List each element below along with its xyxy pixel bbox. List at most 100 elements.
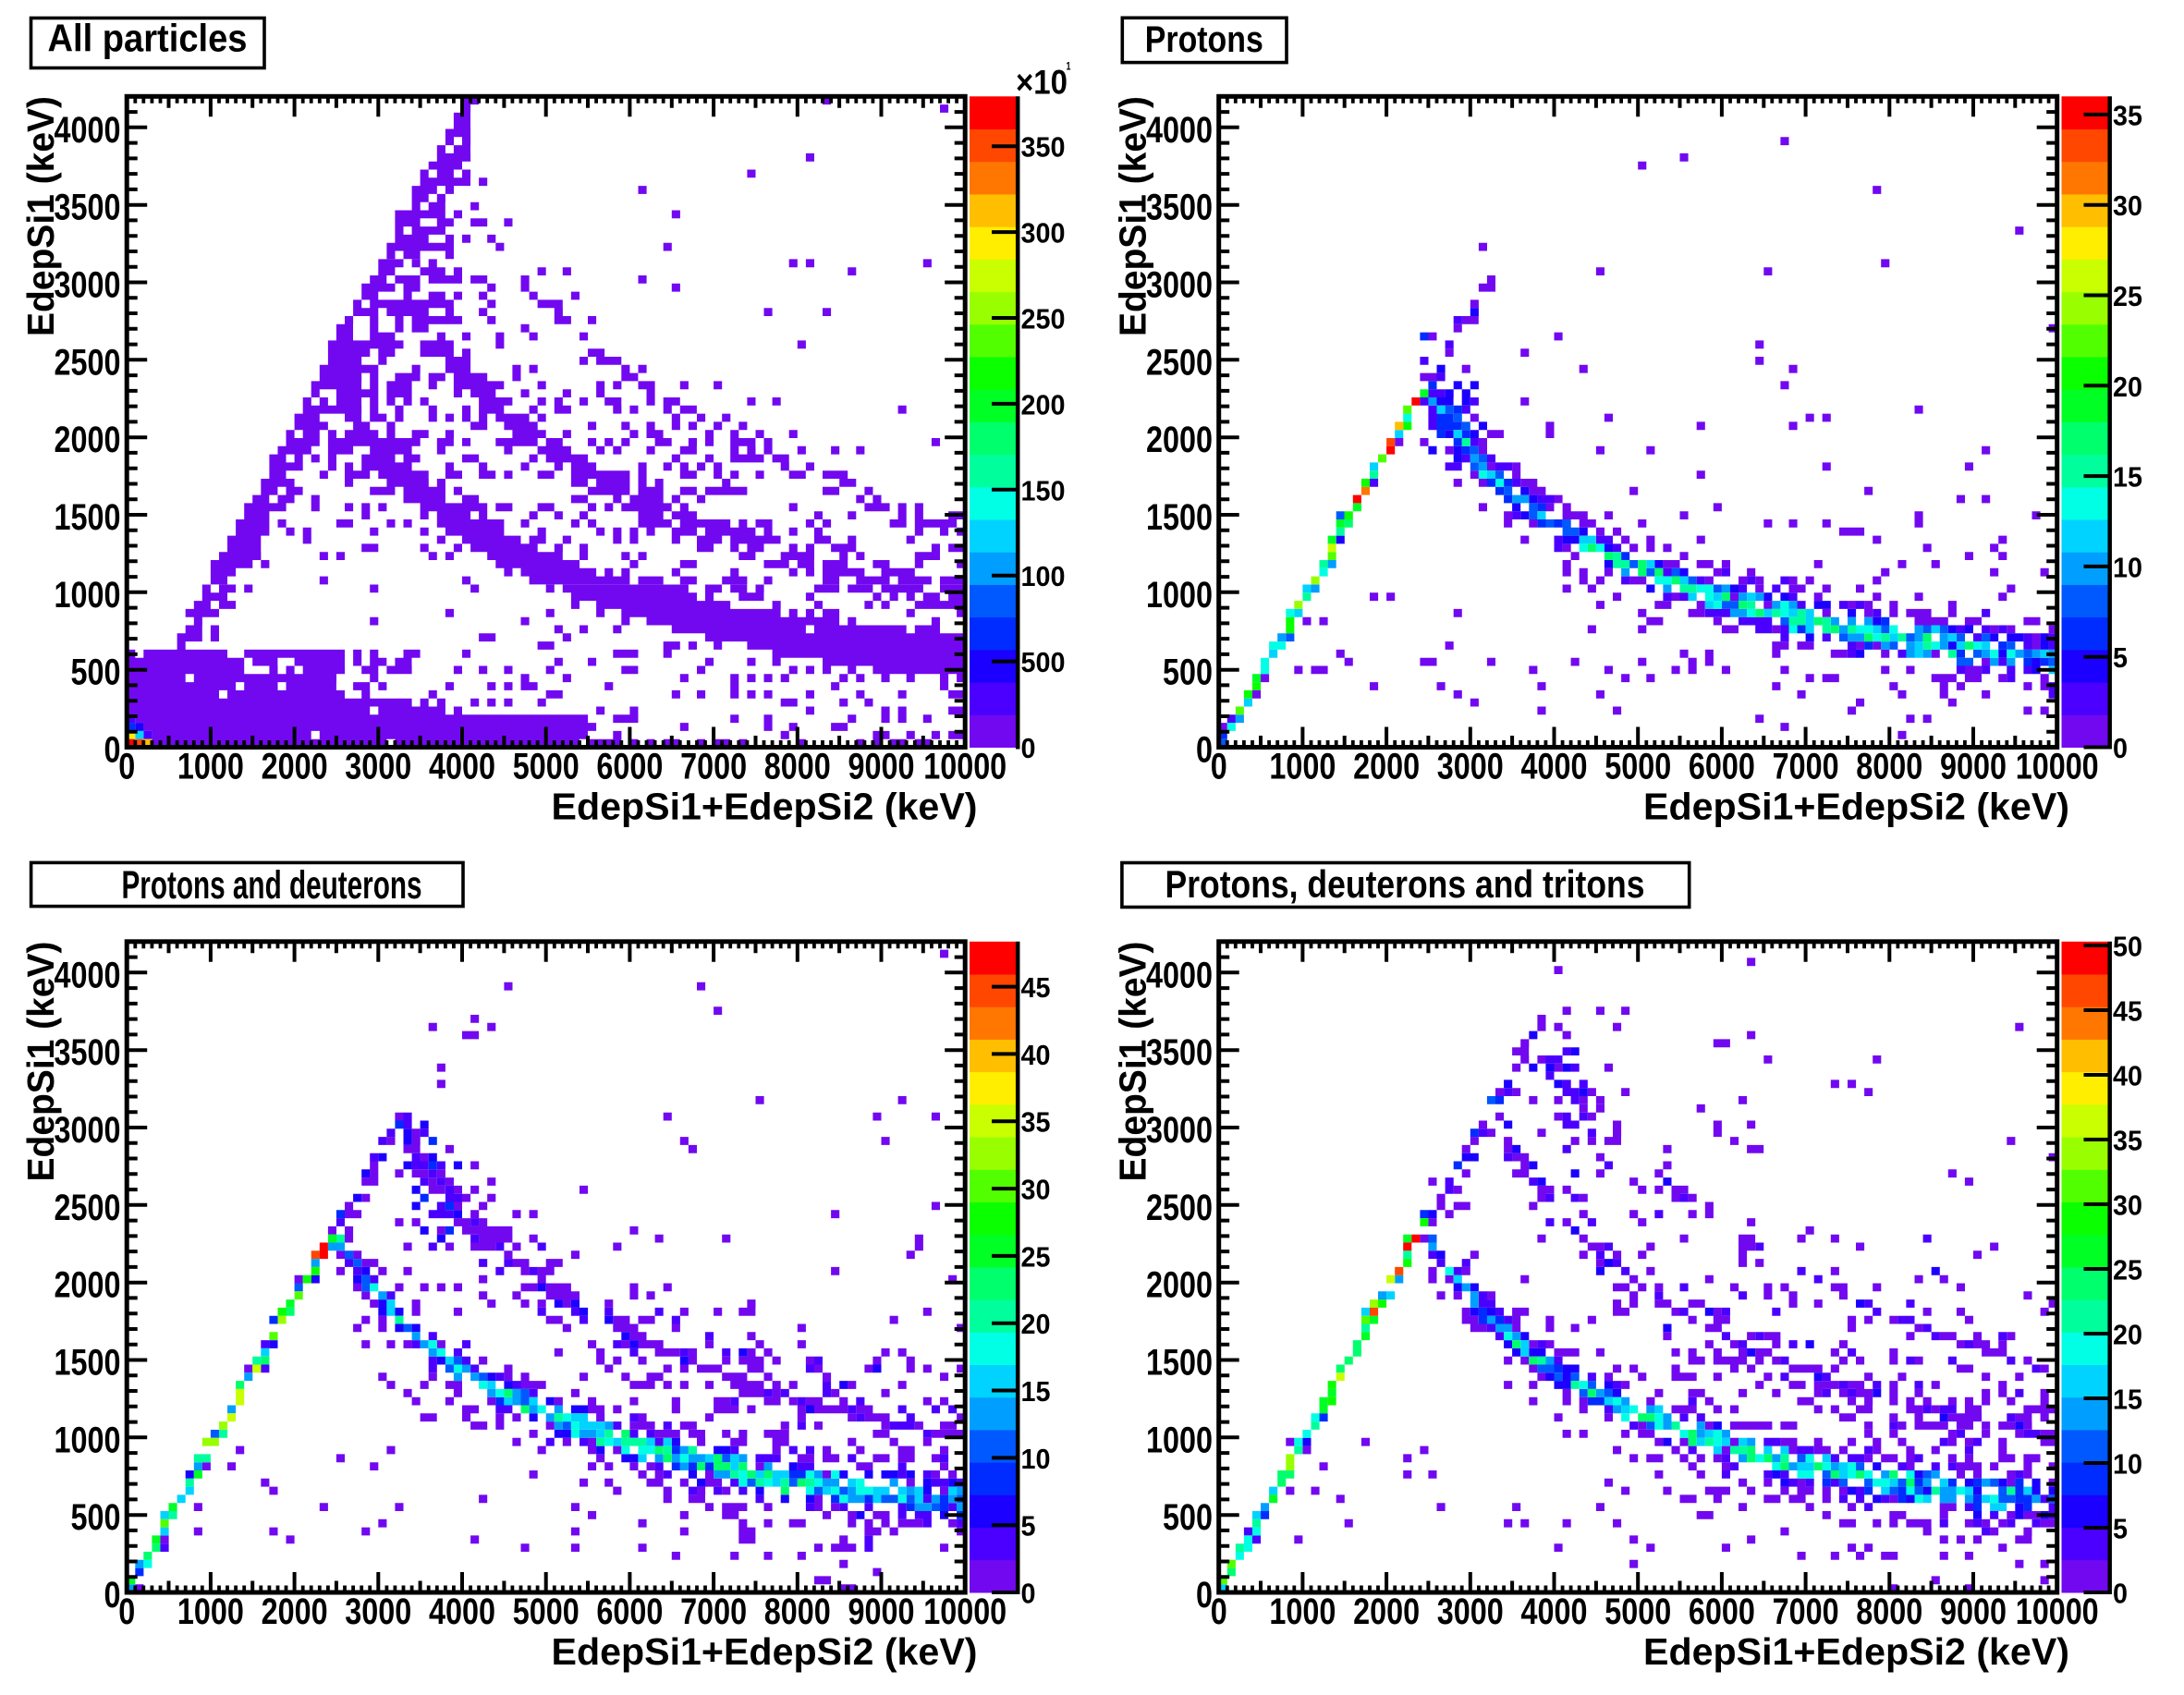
svg-text:8000: 8000 xyxy=(1856,746,1922,787)
svg-text:EdepSi1+EdepSi2 (keV): EdepSi1+EdepSi2 (keV) xyxy=(1643,786,2069,828)
svg-text:1000: 1000 xyxy=(1269,1591,1336,1632)
svg-text:2500: 2500 xyxy=(55,342,121,383)
svg-text:30: 30 xyxy=(1021,1174,1051,1206)
svg-text:45: 45 xyxy=(2113,995,2142,1028)
svg-text:Protons and deuterons: Protons and deuterons xyxy=(122,863,422,908)
svg-text:4000: 4000 xyxy=(1146,110,1213,151)
svg-text:0: 0 xyxy=(1196,730,1213,771)
svg-text:3500: 3500 xyxy=(55,1032,121,1073)
svg-text:2500: 2500 xyxy=(1146,1188,1213,1228)
svg-text:7000: 7000 xyxy=(1773,746,1839,787)
svg-text:50: 50 xyxy=(2113,931,2142,963)
svg-text:1500: 1500 xyxy=(1146,497,1213,538)
svg-text:3000: 3000 xyxy=(55,265,121,306)
svg-text:8000: 8000 xyxy=(1856,1591,1922,1632)
svg-text:1000: 1000 xyxy=(55,1420,121,1460)
svg-text:Protons, deuterons and tritons: Protons, deuterons and tritons xyxy=(1165,862,1645,906)
svg-text:0: 0 xyxy=(2113,1578,2128,1610)
svg-text:7000: 7000 xyxy=(680,746,747,787)
svg-text:2000: 2000 xyxy=(262,1591,328,1632)
svg-text:5000: 5000 xyxy=(513,746,580,787)
svg-text:10: 10 xyxy=(2113,551,2142,583)
svg-text:6000: 6000 xyxy=(1689,746,1755,787)
svg-text:5000: 5000 xyxy=(513,1591,580,1632)
svg-text:40: 40 xyxy=(2113,1060,2142,1092)
svg-text:2000: 2000 xyxy=(1353,1591,1420,1632)
svg-text:0: 0 xyxy=(1021,1578,1036,1610)
svg-text:6000: 6000 xyxy=(1689,1591,1755,1632)
svg-text:10000: 10000 xyxy=(2016,1591,2099,1632)
svg-text:35: 35 xyxy=(2113,1125,2142,1157)
svg-text:0: 0 xyxy=(1211,746,1227,787)
svg-text:2000: 2000 xyxy=(1353,746,1420,787)
svg-text:4000: 4000 xyxy=(1146,955,1213,995)
svg-text:3500: 3500 xyxy=(55,188,121,228)
svg-text:9000: 9000 xyxy=(1940,1591,2007,1632)
svg-text:3000: 3000 xyxy=(345,746,411,787)
svg-text:3000: 3000 xyxy=(1146,265,1213,306)
svg-text:3000: 3000 xyxy=(345,1591,411,1632)
svg-text:25: 25 xyxy=(2113,280,2142,312)
svg-text:0: 0 xyxy=(1211,1591,1227,1632)
svg-text:6000: 6000 xyxy=(596,746,663,787)
svg-text:350: 350 xyxy=(1021,131,1066,164)
svg-text:45: 45 xyxy=(1021,971,1051,1004)
svg-text:2000: 2000 xyxy=(55,1265,121,1306)
svg-text:5: 5 xyxy=(1021,1510,1036,1543)
svg-text:4000: 4000 xyxy=(55,110,121,151)
svg-text:2000: 2000 xyxy=(1146,420,1213,460)
svg-text:7000: 7000 xyxy=(1773,1591,1839,1632)
svg-text:3000: 3000 xyxy=(1437,746,1504,787)
svg-text:250: 250 xyxy=(1021,303,1066,335)
svg-text:Protons: Protons xyxy=(1145,19,1263,60)
svg-text:5000: 5000 xyxy=(1604,746,1671,787)
svg-text:10: 10 xyxy=(1021,1443,1051,1475)
svg-text:35: 35 xyxy=(2113,99,2142,131)
svg-text:500: 500 xyxy=(1021,646,1066,678)
svg-text:1: 1 xyxy=(1067,60,1071,73)
svg-text:500: 500 xyxy=(1163,652,1213,693)
svg-text:20: 20 xyxy=(2113,1319,2142,1351)
svg-text:9000: 9000 xyxy=(848,746,915,787)
svg-text:4000: 4000 xyxy=(1521,1591,1588,1632)
svg-text:0: 0 xyxy=(1196,1575,1213,1616)
svg-text:100: 100 xyxy=(1021,560,1066,592)
svg-text:500: 500 xyxy=(71,652,121,693)
svg-text:2000: 2000 xyxy=(55,420,121,460)
svg-text:5000: 5000 xyxy=(1604,1591,1671,1632)
svg-text:0: 0 xyxy=(104,1575,121,1616)
svg-text:8000: 8000 xyxy=(764,746,831,787)
svg-text:9000: 9000 xyxy=(1940,746,2007,787)
svg-text:10: 10 xyxy=(2113,1448,2142,1481)
svg-text:25: 25 xyxy=(2113,1254,2142,1286)
svg-text:2000: 2000 xyxy=(1146,1265,1213,1306)
svg-text:500: 500 xyxy=(1163,1497,1213,1538)
svg-text:8000: 8000 xyxy=(764,1591,831,1632)
svg-text:4000: 4000 xyxy=(1521,746,1588,787)
svg-text:EdepSi1+EdepSi2 (keV): EdepSi1+EdepSi2 (keV) xyxy=(552,1630,978,1673)
svg-text:1500: 1500 xyxy=(55,497,121,538)
svg-text:2500: 2500 xyxy=(1146,342,1213,383)
svg-text:1000: 1000 xyxy=(1146,575,1213,616)
svg-text:4000: 4000 xyxy=(429,746,495,787)
svg-text:10000: 10000 xyxy=(923,746,1007,787)
svg-text:5: 5 xyxy=(2113,641,2128,674)
svg-text:×10: ×10 xyxy=(1016,64,1068,102)
svg-text:35: 35 xyxy=(1021,1106,1051,1139)
svg-text:200: 200 xyxy=(1021,388,1066,421)
svg-text:EdepSi1 (keV): EdepSi1 (keV) xyxy=(19,942,62,1182)
svg-text:1500: 1500 xyxy=(1146,1343,1213,1384)
svg-text:0: 0 xyxy=(118,1591,135,1632)
svg-text:0: 0 xyxy=(104,730,121,771)
svg-text:15: 15 xyxy=(2113,1384,2142,1416)
svg-text:EdepSi1 (keV): EdepSi1 (keV) xyxy=(1112,96,1154,336)
svg-text:30: 30 xyxy=(2113,1189,2142,1222)
svg-text:2000: 2000 xyxy=(262,746,328,787)
svg-text:3000: 3000 xyxy=(55,1110,121,1151)
svg-text:7000: 7000 xyxy=(680,1591,747,1632)
svg-text:9000: 9000 xyxy=(848,1591,915,1632)
svg-text:3500: 3500 xyxy=(1146,188,1213,228)
svg-text:15: 15 xyxy=(2113,461,2142,494)
svg-text:1000: 1000 xyxy=(177,746,244,787)
svg-text:0: 0 xyxy=(2113,732,2128,764)
